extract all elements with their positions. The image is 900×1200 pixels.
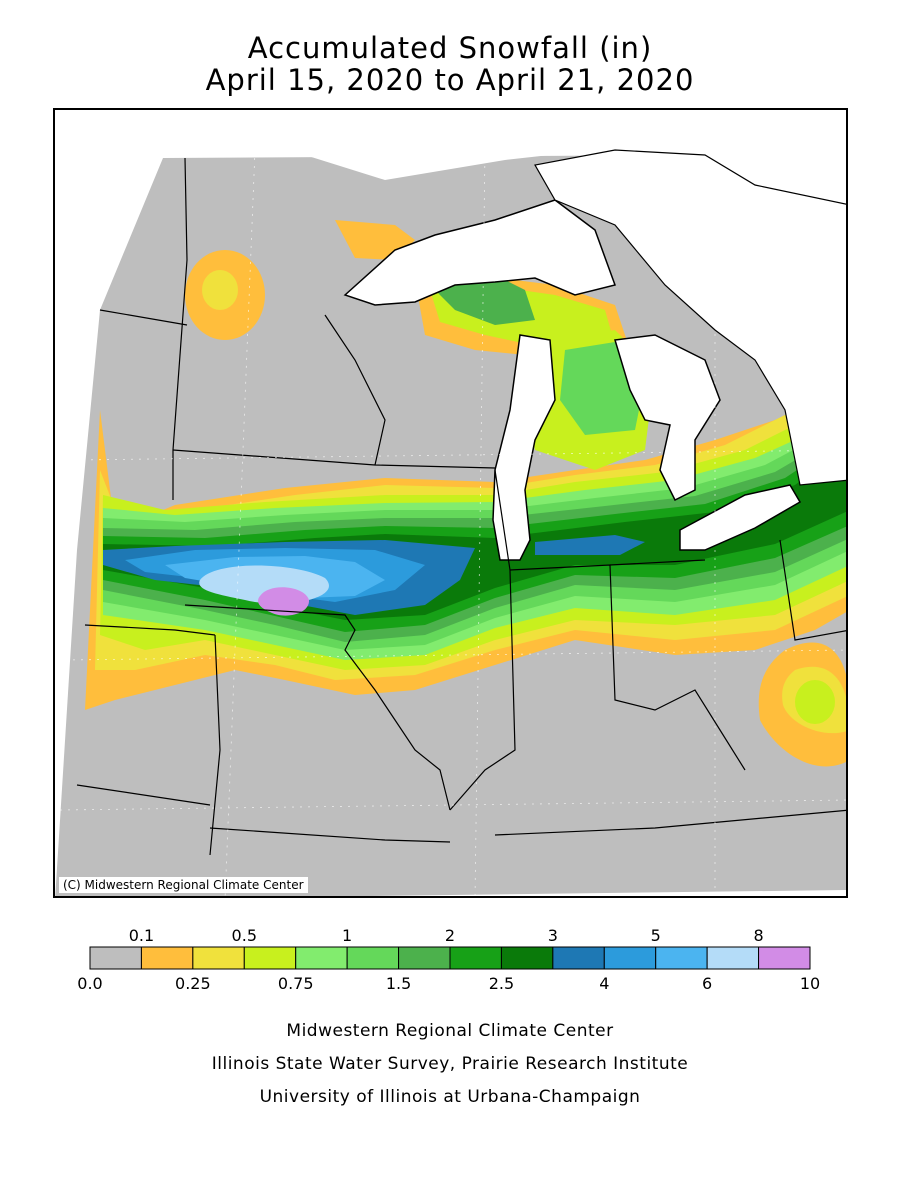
lake-michigan: [492, 334, 556, 561]
legend-bottom-label: 2.5: [489, 974, 514, 993]
legend-swatch: [346, 946, 400, 970]
snowfall-map: (C) Midwestern Regional Climate Center: [53, 108, 848, 898]
state-boundaries: [76, 157, 846, 856]
legend-swatch: [449, 946, 502, 970]
legend-bottom-label: 1.5: [386, 974, 411, 993]
legend-top-label: 1: [342, 926, 352, 945]
legend-scale: 0.1 0.5 1 2 3 5 8 0.0 0.25 0.75 1.5 2.5 4 6 10: [77, 926, 820, 993]
legend-swatch: [192, 946, 245, 970]
legend-top-label: 0.1: [129, 926, 154, 945]
canada-north: [305, 110, 846, 205]
legend-swatch: [655, 946, 708, 970]
lake-erie: [679, 484, 802, 551]
map-title: Accumulated Snowfall (in): [247, 31, 653, 65]
legend-top-label: 8: [753, 926, 763, 945]
band-3-east: [535, 535, 645, 555]
legend-swatch: [398, 946, 451, 970]
credit-mrcc: Midwestern Regional Climate Center: [286, 1021, 614, 1041]
legend-bottom-label: 6: [702, 974, 712, 993]
ontario-land: [534, 149, 846, 486]
copyright-label: (C) Midwestern Regional Climate Center: [59, 877, 308, 893]
legend-swatch: [243, 946, 297, 970]
graticule: [59, 149, 846, 896]
legend-top-label: 2: [445, 926, 455, 945]
credit-uiuc: University of Illinois at Urbana-Champai…: [259, 1087, 641, 1107]
legend-bottom-label: 0.25: [175, 974, 211, 993]
legend-bottom-label: 0.0: [77, 974, 102, 993]
legend-swatch: [706, 946, 760, 970]
map-canvas: [55, 110, 846, 896]
color-legend: 0.1 0.5 1 2 3 5 8 0.0 0.25 0.75 1.5 2.5 4 6 10: [0, 915, 900, 1005]
legend-swatch: [500, 946, 554, 970]
legend-swatch: [89, 946, 142, 970]
patch-ohio-core: [795, 680, 835, 724]
patch-mn-inner: [202, 270, 238, 310]
lake-huron: [614, 334, 721, 502]
legend-bottom-label: 0.75: [278, 974, 314, 993]
legend-swatch: [140, 946, 194, 970]
legend-top-label: 5: [651, 926, 661, 945]
legend-swatch: [295, 946, 348, 970]
legend-bottom-label: 10: [800, 974, 820, 993]
legend-swatch: [603, 946, 657, 970]
legend-top-label: 3: [548, 926, 558, 945]
legend-swatch: [758, 946, 811, 970]
band-8: [258, 587, 310, 616]
lake-superior: [343, 199, 616, 306]
map-date-range: April 15, 2020 to April 21, 2020: [205, 63, 695, 97]
legend-top-label: 0.5: [232, 926, 257, 945]
legend-bottom-label: 4: [599, 974, 609, 993]
credit-isws: Illinois State Water Survey, Prairie Res…: [211, 1054, 689, 1074]
legend-swatch: [552, 946, 605, 970]
